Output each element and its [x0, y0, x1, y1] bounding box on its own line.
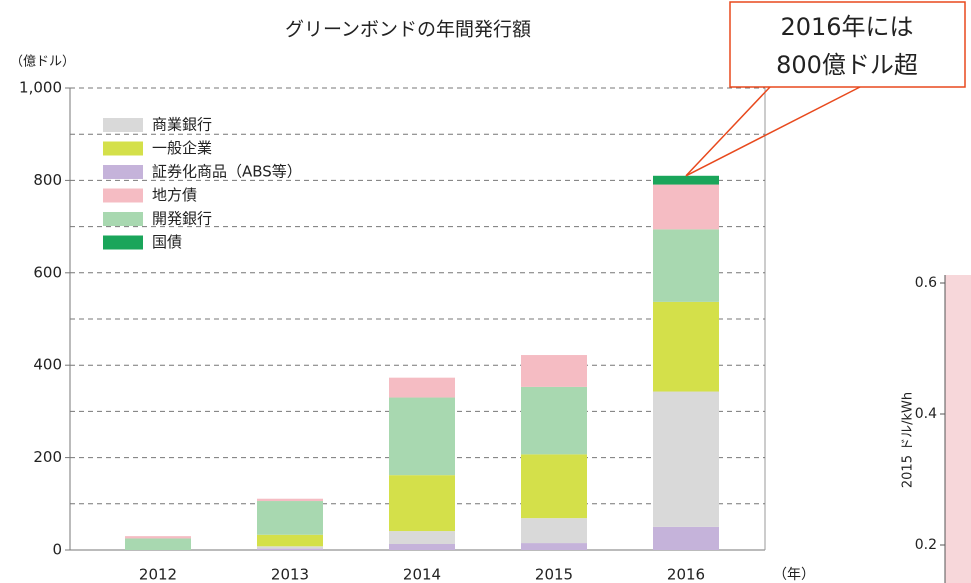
bar-segment [389, 377, 455, 398]
legend-label: 証券化商品（ABS等） [152, 163, 302, 181]
x-tick-label: 2013 [271, 566, 309, 583]
y-tick-label: 800 [33, 171, 62, 189]
bar-segment [257, 548, 323, 550]
x-tick-label: 2016 [667, 566, 705, 583]
bar-segment [653, 301, 719, 392]
legend-swatch [103, 141, 143, 156]
plot-background [945, 275, 971, 583]
bar-segment [125, 538, 191, 550]
x-tick-label: 2014 [403, 566, 441, 583]
bar-segment [521, 355, 587, 387]
legend-label: 国債 [152, 233, 182, 251]
bar-segment [257, 501, 323, 535]
bar-segment [389, 475, 455, 532]
y-tick-label: 0.2 [915, 537, 937, 553]
legend-label: 一般企業 [152, 139, 212, 157]
x-tick-label: 2015 [535, 566, 573, 583]
chart-title: グリーンボンドの年間発行額 [285, 19, 531, 41]
x-tick-label: 2012 [139, 566, 177, 583]
legend-swatch [103, 235, 143, 250]
y-tick-label: 0.6 [915, 275, 937, 291]
bar-segment [257, 546, 323, 549]
legend-label: 商業銀行 [152, 116, 212, 134]
annotation-leader [685, 86, 861, 177]
legend-swatch [103, 188, 143, 203]
bar-segment [653, 184, 719, 230]
bar-segment [257, 534, 323, 547]
y-unit: （億ドル） [10, 54, 75, 70]
legend-label: 開発銀行 [152, 210, 212, 228]
bar-segment [257, 498, 323, 502]
bar-segment [389, 397, 455, 476]
legend-label: 地方債 [152, 186, 197, 204]
y-tick-label: 0 [52, 541, 62, 559]
bar-segment [653, 175, 719, 185]
annotation-leader [685, 86, 771, 177]
bar-segment [521, 386, 587, 455]
y-tick-label: 600 [33, 263, 62, 281]
y-tick-label: 1,000 [19, 79, 62, 97]
annotation-box [729, 1, 966, 88]
y-tick-label: 400 [33, 356, 62, 374]
y-axis-label: 2015 ドル/kWh [901, 392, 916, 488]
x-unit: （年） [773, 567, 815, 583]
y-tick-label: 0.4 [915, 406, 937, 422]
bar-segment [389, 543, 455, 550]
legend-swatch [103, 118, 143, 132]
bar-segment [389, 531, 455, 544]
y-tick-label: 200 [33, 448, 62, 466]
annotation-text: 2016年には [780, 13, 913, 41]
bar-segment [653, 229, 719, 302]
legend-swatch [103, 212, 143, 226]
bar-segment [521, 518, 587, 544]
bar-segment [653, 526, 719, 550]
annotation-text: 800億ドル超 [776, 51, 918, 79]
bar-segment [521, 543, 587, 550]
bar-segment [125, 536, 191, 539]
bar-segment [653, 391, 719, 527]
bar-segment [521, 454, 587, 519]
legend-swatch [103, 165, 143, 179]
